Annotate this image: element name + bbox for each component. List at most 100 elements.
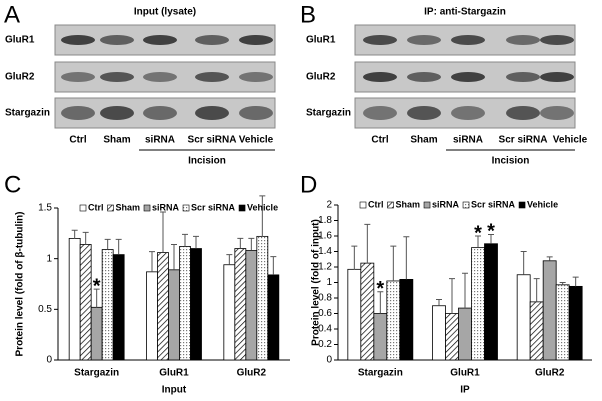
band <box>451 106 485 120</box>
legend-label: Ctrl <box>88 202 104 212</box>
y-tick-label: 0.6 <box>318 308 332 319</box>
lane-label: Vehicle <box>239 135 274 146</box>
y-tick-label: 0 <box>326 355 332 366</box>
bar <box>471 247 485 361</box>
y-tick-label: 1.4 <box>318 246 332 257</box>
error-bar <box>226 254 233 265</box>
band <box>239 35 273 45</box>
error-bar <box>377 291 384 314</box>
legend-swatch <box>107 204 114 212</box>
y-tick-label: 0.4 <box>318 324 332 335</box>
x-tick-label: GluR1 <box>159 368 189 379</box>
lane-label: Sham <box>410 135 437 146</box>
row-label: Stargazin <box>5 108 50 119</box>
bar <box>256 235 269 361</box>
legend-label: Vehicle <box>527 199 558 209</box>
bar <box>179 246 191 361</box>
annotation: * <box>376 278 384 300</box>
legend-label: Sham <box>396 199 421 209</box>
band <box>239 72 273 82</box>
band <box>451 35 485 45</box>
error-bar <box>160 211 166 253</box>
legend-swatch <box>143 204 151 212</box>
bar <box>542 260 557 361</box>
lane-label: Ctrl <box>69 135 86 146</box>
bar <box>568 285 583 361</box>
error-bar <box>390 245 397 281</box>
x-tick-label: GluR1 <box>450 368 480 379</box>
row-label: Stargazin <box>306 108 351 119</box>
band <box>540 106 574 120</box>
band <box>195 72 229 82</box>
band <box>407 72 441 82</box>
band <box>61 72 95 82</box>
lane-label: Scr siRNA <box>499 135 548 146</box>
band <box>407 106 441 120</box>
band <box>100 106 134 120</box>
error-bar <box>182 233 188 247</box>
legend-swatch <box>79 204 87 212</box>
band <box>239 106 273 120</box>
legend-swatch <box>518 201 526 209</box>
bar <box>360 262 375 361</box>
error-bar <box>115 238 122 255</box>
error-bar <box>533 278 540 302</box>
error-bar <box>475 235 481 248</box>
y-tick-label: 0 <box>46 355 52 366</box>
bar <box>445 313 459 361</box>
error-bar <box>488 233 494 244</box>
band <box>506 35 540 45</box>
bar <box>267 274 280 361</box>
error-bar <box>559 282 566 285</box>
error-bar <box>403 236 410 280</box>
legend-swatch <box>238 204 246 212</box>
y-tick-label: 1.8 <box>318 215 332 226</box>
error-bar <box>71 229 78 239</box>
lane-label: Sham <box>103 135 130 146</box>
error-bar <box>82 231 89 245</box>
bar <box>399 278 414 361</box>
legend-swatch <box>387 201 394 209</box>
band <box>363 35 397 45</box>
legend-label: Scr siRNA <box>471 199 516 209</box>
bar <box>101 249 114 361</box>
error-bar <box>93 288 100 308</box>
lane-label: Scr siRNA <box>188 135 237 146</box>
error-bar <box>364 223 371 264</box>
x-axis-label: Input <box>162 385 187 396</box>
band <box>363 106 397 120</box>
band <box>195 106 229 120</box>
row-label: GluR2 <box>5 72 35 83</box>
legend-label: Vehicle <box>247 202 278 212</box>
error-bar <box>193 235 199 249</box>
bar <box>529 301 544 361</box>
band <box>506 72 540 82</box>
legend-swatch <box>182 204 190 212</box>
y-tick-label: 1.2 <box>318 262 332 273</box>
y-axis-label: Protein level (fold of β-tubulin) <box>15 212 26 357</box>
bar <box>386 280 401 361</box>
band <box>100 72 134 82</box>
error-bar <box>462 272 468 309</box>
band <box>451 72 485 82</box>
error-bar <box>237 237 244 249</box>
bar <box>168 269 180 361</box>
row-label: GluR2 <box>306 72 336 83</box>
band <box>407 35 441 45</box>
legend-swatch <box>462 201 470 209</box>
blot-title: Input (lysate) <box>134 7 196 18</box>
annotation: * <box>93 275 101 297</box>
legend-swatch <box>359 201 367 209</box>
band <box>540 72 574 82</box>
x-tick-label: GluR2 <box>237 368 267 379</box>
error-bar <box>270 256 277 275</box>
panel-letter: B <box>300 1 316 28</box>
bar <box>555 284 570 361</box>
x-axis-label: IP <box>460 385 470 396</box>
band <box>143 72 177 82</box>
legend-label: Ctrl <box>368 199 384 209</box>
y-tick-label: 1 <box>326 277 332 288</box>
lane-label: siRNA <box>145 135 175 146</box>
error-bar <box>520 251 527 275</box>
band <box>540 35 574 45</box>
